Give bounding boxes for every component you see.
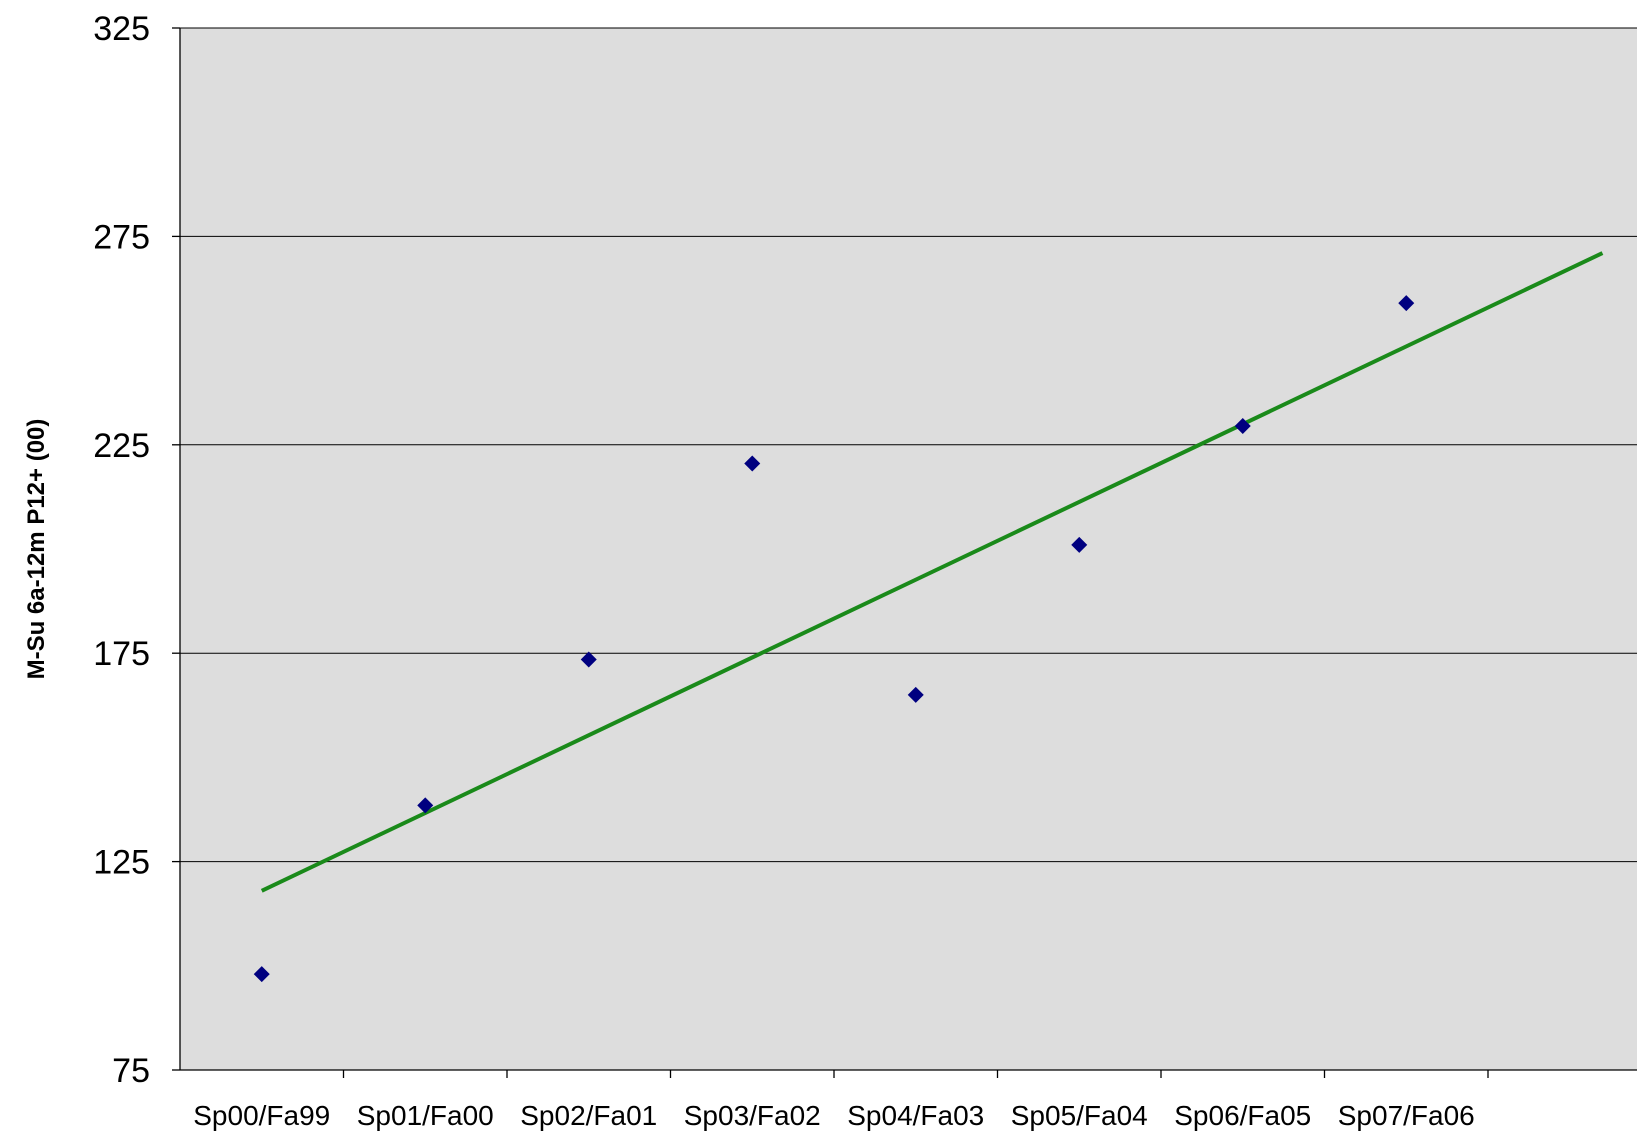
data-point <box>580 651 597 668</box>
y-tick-label: 175 <box>93 635 150 673</box>
y-axis-ticks: 75 125 175 225 275 325 <box>93 10 180 1090</box>
y-tick-label: 325 <box>93 10 150 48</box>
x-tick-label: Sp01/Fa00 <box>357 1100 494 1131</box>
x-tick-label: Sp02/Fa01 <box>520 1100 657 1131</box>
data-point <box>417 797 434 814</box>
x-tick-label: Sp05/Fa04 <box>1011 1100 1148 1131</box>
x-tick-label: Sp07/Fa06 <box>1338 1100 1475 1131</box>
x-tick-label: Sp00/Fa99 <box>193 1100 330 1131</box>
x-tick-label: Sp04/Fa03 <box>847 1100 984 1131</box>
plot-area <box>180 28 1637 1070</box>
y-tick-label: 75 <box>112 1052 150 1090</box>
gridlines <box>180 27 1637 863</box>
x-tick-label: Sp03/Fa02 <box>684 1100 821 1131</box>
y-axis-label: M-Su 6a-12m P12+ (00) <box>23 419 50 680</box>
y-tick-label: 275 <box>93 218 150 256</box>
data-point <box>1398 295 1415 312</box>
x-axis-ticks: Sp00/Fa99 Sp01/Fa00 Sp02/Fa01 Sp03/Fa02 Sp04… <box>193 1070 1489 1131</box>
trendline <box>260 251 1604 893</box>
y-tick-label: 125 <box>93 844 150 882</box>
x-tick-label: Sp06/Fa05 <box>1174 1100 1311 1131</box>
y-tick-label: 225 <box>93 427 150 465</box>
data-points <box>253 295 1415 983</box>
data-point <box>907 686 924 703</box>
data-point <box>1234 418 1251 435</box>
data-point <box>253 966 270 983</box>
data-point <box>1071 536 1088 553</box>
data-point <box>744 455 761 472</box>
